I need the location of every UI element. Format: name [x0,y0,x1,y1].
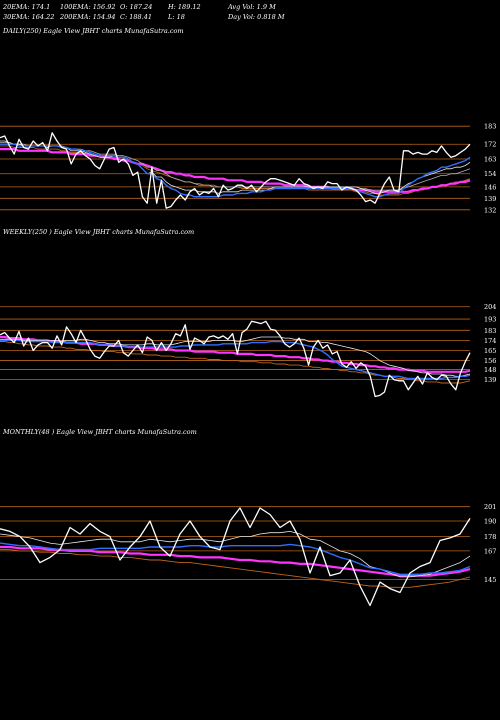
monthly-ema-brown-line [0,549,471,588]
weekly-series [0,320,471,398]
monthly-ema-fast-line [0,531,471,578]
daily-ema-slow-line [0,148,471,193]
stat-avg-vol: Avg Vol: 1.9 M [227,3,276,11]
daily-y-tick-label: 172 [484,141,496,149]
monthly-grid [0,506,470,580]
weekly-y-tick-label: 165 [484,347,496,355]
daily-y-tick-label: 154 [484,170,496,178]
stat-200ema: 200EMA: 154.94 [59,13,116,21]
weekly-y-tick-label: 174 [484,337,496,345]
daily-y-tick-label: 139 [484,195,496,203]
weekly-y-tick-label: 183 [484,327,496,335]
monthly-ema-blue-line [0,542,471,575]
weekly-panel-title: WEEKLY(250 ) Eagle View JBHT charts Muna… [3,228,194,236]
weekly-price-line [0,320,471,398]
monthly-y-tick-label: 167 [484,547,496,555]
monthly-panel-title: MONTHLY(48 ) Eagle View JBHT charts Muna… [2,428,197,436]
weekly-ema-fast-line [0,336,471,377]
weekly-y-tick-label: 193 [484,316,496,324]
stat-20ema: 20EMA: 174.1 [2,3,50,11]
daily-price-line [0,132,471,209]
monthly-series [0,507,471,607]
monthly-ticks: 201 190 178 167 145 [484,503,496,584]
monthly-panel: MONTHLY(48 ) Eagle View JBHT charts Muna… [0,428,496,607]
weekly-grid [0,306,470,381]
daily-ema-blue-line [0,143,471,198]
daily-y-tick-label: 132 [484,206,496,214]
stat-day-vol: Day Vol: 0.818 M [227,13,285,21]
monthly-y-tick-label: 178 [484,533,496,541]
stat-100ema: 100EMA: 156.92 [60,3,116,11]
monthly-y-tick-label: 190 [484,518,496,526]
daily-panel-title: DAILY(250) Eagle View JBHT charts Munafa… [2,27,184,35]
stat-30ema: 30EMA: 164.22 [3,13,54,21]
daily-grid [0,125,470,211]
monthly-y-tick-label: 201 [484,503,496,511]
stat-open: O: 187.24 [120,3,152,11]
monthly-price-line [0,507,471,607]
weekly-y-tick-label: 156 [484,357,496,365]
stat-low: L: 18 [167,13,185,21]
weekly-y-tick-label: 204 [484,303,496,311]
daily-series [0,132,471,209]
stat-high: H: 189.12 [167,3,201,11]
daily-ema-fast-line [0,140,471,194]
daily-y-tick-label: 146 [484,183,496,191]
monthly-ema-slow-line [0,545,471,577]
stat-close: C: 188.41 [120,13,152,21]
weekly-y-tick-label: 139 [484,376,496,384]
weekly-panel: WEEKLY(250 ) Eagle View JBHT charts Muna… [0,228,496,398]
weekly-y-tick-label: 148 [484,366,496,374]
daily-panel: DAILY(250) Eagle View JBHT charts Munafa… [0,27,496,214]
monthly-y-tick-label: 145 [484,576,496,584]
daily-y-tick-label: 163 [484,155,496,163]
header-stats: 20EMA: 174.1 30EMA: 164.22 100EMA: 156.9… [2,3,285,21]
daily-ticks: 183 172 163 154 146 139 132 [484,123,496,215]
daily-y-tick-label: 183 [484,123,496,131]
